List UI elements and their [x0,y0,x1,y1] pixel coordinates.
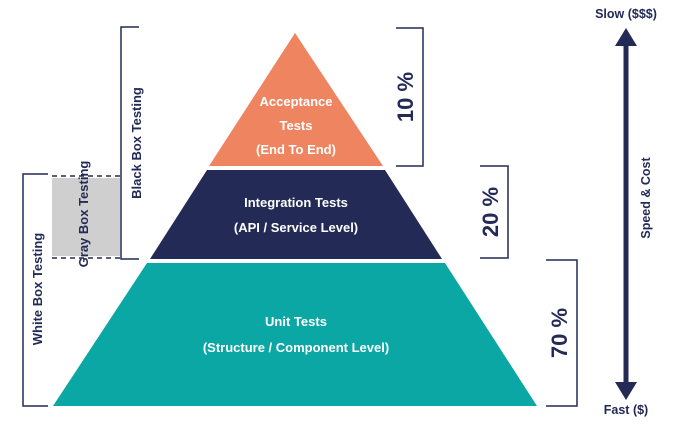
unit-tier [53,263,537,406]
white-box-bracket [22,173,48,407]
integration-label-line1: Integration Tests [244,195,348,210]
unit-percent: 70 % [547,308,572,358]
unit-percent-bracket [546,259,578,407]
black-box-bracket [120,26,139,260]
black-box-label: Black Box Testing [129,87,144,199]
speed-axis-label: Speed & Cost [639,157,653,239]
unit-label-line2: (Structure / Component Level) [203,340,389,355]
acceptance-label-line2: Tests [280,118,313,133]
speed-arrow-up-head [615,28,637,46]
acceptance-percent-bracket [396,27,424,167]
speed-top-label: Slow ($$$) [595,7,657,21]
acceptance-label-line1: Acceptance [260,94,333,109]
integration-tier [150,170,442,259]
gray-box-region [52,178,120,256]
acceptance-percent: 10 % [393,72,418,122]
unit-label-line1: Unit Tests [265,314,327,329]
acceptance-label-line3: (End To End) [256,142,336,157]
speed-bottom-label: Fast ($) [604,403,648,417]
integration-percent-bracket [480,165,509,259]
integration-label-line2: (API / Service Level) [234,220,358,235]
acceptance-tier [209,33,383,166]
gray-box-label: Gray Box Testing [76,161,91,268]
speed-arrow-down-head [615,382,637,400]
white-box-label: White Box Testing [30,233,45,345]
integration-percent: 20 % [478,187,503,237]
